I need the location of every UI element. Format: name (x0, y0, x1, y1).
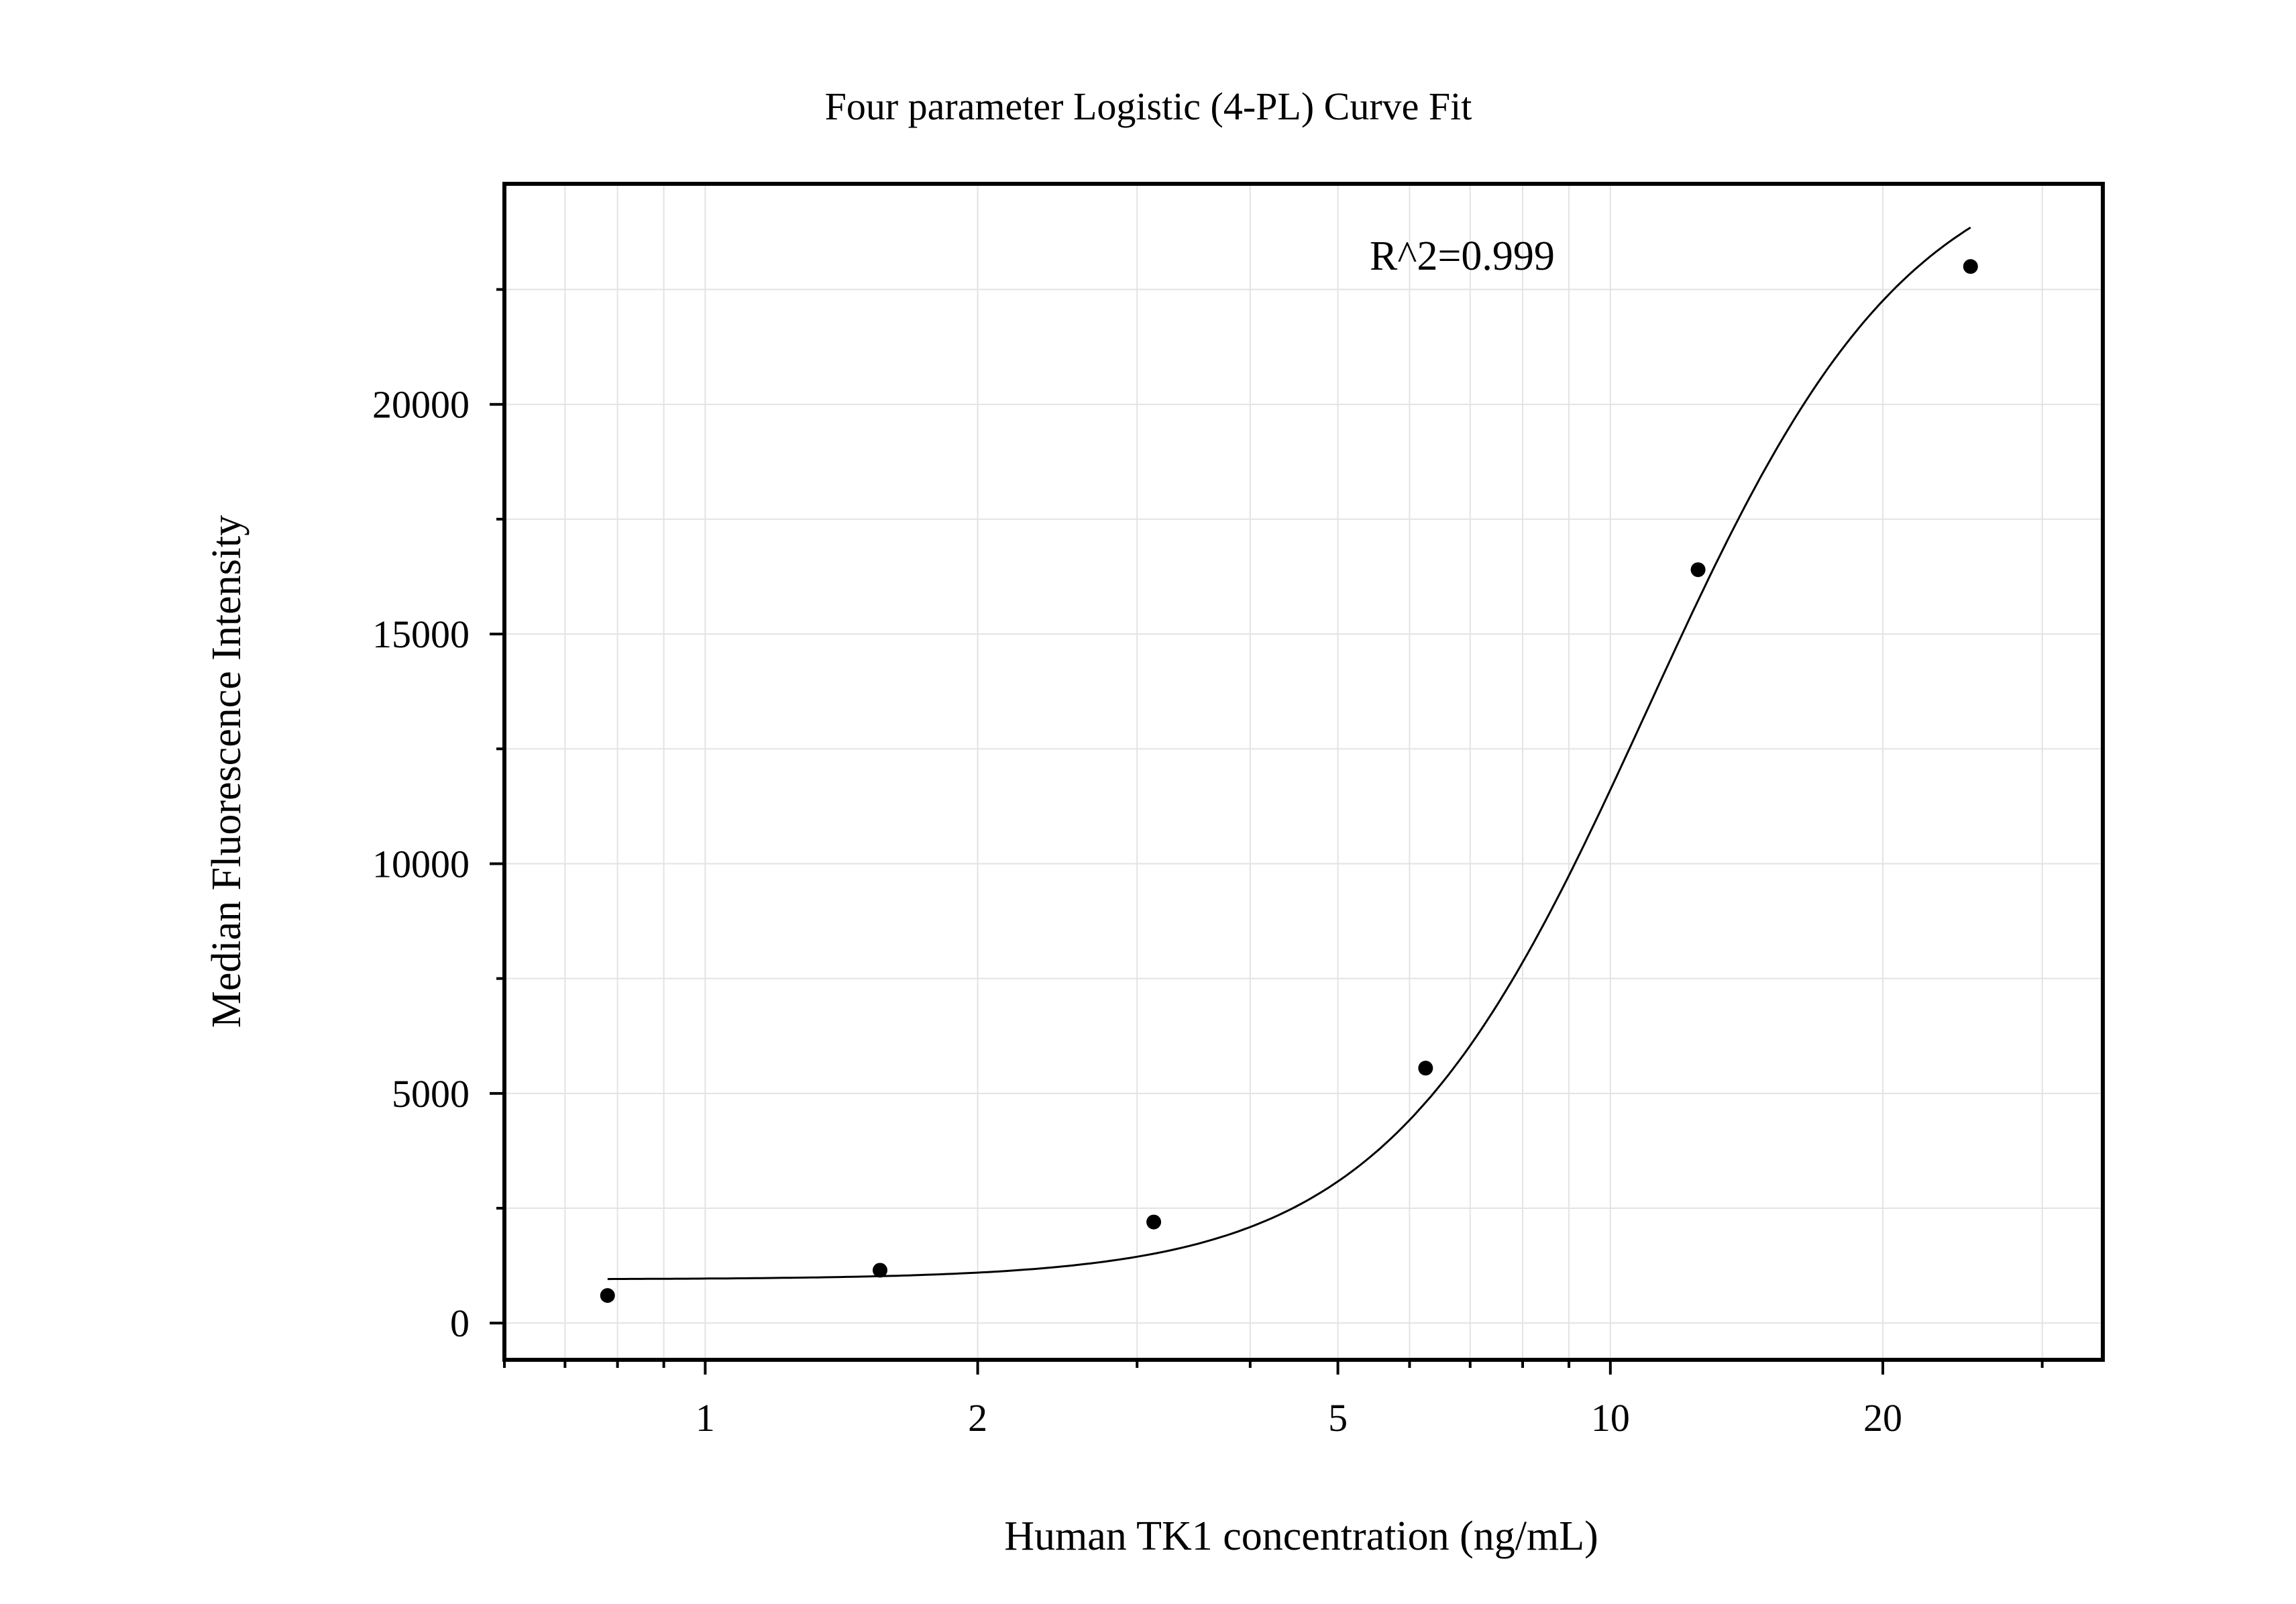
x-tick-label: 20 (1863, 1396, 1902, 1440)
y-tick-label: 10000 (372, 842, 470, 886)
plot-frame (502, 182, 2105, 1362)
y-axis-label: Median Fluorescence Intensity (204, 515, 250, 1028)
y-tick-label: 5000 (392, 1072, 470, 1116)
x-tick-label: 2 (968, 1396, 987, 1440)
data-point (600, 1288, 615, 1303)
y-tick-label: 0 (450, 1301, 470, 1345)
r-squared-annotation: R^2=0.999 (1370, 233, 1555, 279)
data-point (1963, 259, 1978, 274)
data-point (1418, 1061, 1433, 1076)
x-tick-label: 1 (696, 1396, 715, 1440)
x-tick-label: 10 (1591, 1396, 1630, 1440)
data-points (600, 259, 1978, 1303)
data-point (872, 1263, 887, 1278)
grid (504, 184, 2103, 1360)
chart-title: Four parameter Logistic (4-PL) Curve Fit (825, 85, 1472, 128)
data-point (1146, 1214, 1162, 1230)
fit-curve (607, 226, 1971, 1281)
x-axis-label: Human TK1 concentration (ng/mL) (1004, 1513, 1598, 1559)
x-tick-label: 5 (1328, 1396, 1348, 1440)
data-point (1690, 562, 1706, 578)
fit-curve-layer (607, 226, 1971, 1281)
axis-ticks (490, 288, 2044, 1375)
tick-labels: 1 2 5 10 20 0 5000 10000 15000 20000 (372, 383, 1902, 1440)
y-tick-label: 15000 (372, 612, 470, 656)
y-tick-label: 20000 (372, 383, 470, 427)
